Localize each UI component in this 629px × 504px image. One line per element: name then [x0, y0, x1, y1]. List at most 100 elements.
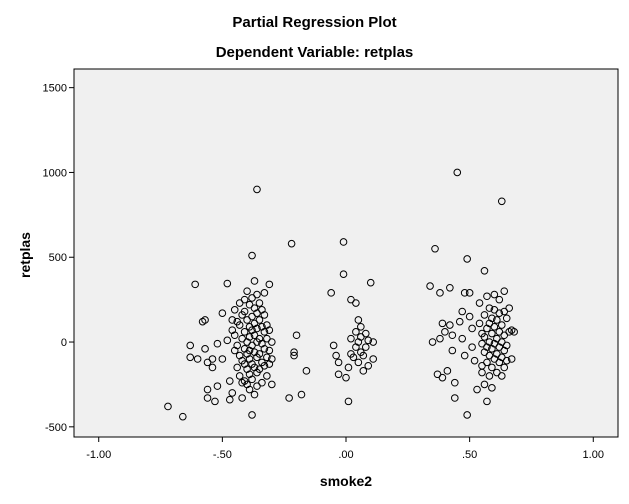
data-point [208, 363, 217, 372]
data-point [436, 289, 444, 297]
data-point [179, 412, 187, 421]
data-point [342, 373, 350, 382]
data-point [488, 363, 496, 372]
data-point [488, 384, 496, 392]
y-axis-label: retplas [17, 232, 33, 278]
data-point [475, 299, 484, 307]
data-point [465, 289, 474, 297]
data-point [268, 338, 276, 346]
data-point [218, 309, 227, 318]
plot-area [73, 68, 619, 438]
data-point [186, 353, 195, 362]
data-point [327, 289, 335, 297]
data-point [213, 382, 222, 390]
data-point [223, 279, 232, 288]
data-point [248, 411, 256, 419]
data-point [361, 343, 370, 351]
y-tick-label: 1500 [43, 83, 67, 95]
y-axis: -500 0 500 1000 1500 [43, 83, 74, 434]
data-point [485, 338, 494, 346]
data-point [250, 390, 259, 399]
data-point [268, 380, 276, 389]
data-point [359, 351, 368, 360]
data-point [438, 373, 447, 382]
x-tick-label: -.50 [213, 449, 232, 461]
x-tick-label: -1.00 [86, 449, 111, 461]
y-tick-label: 1000 [43, 167, 67, 179]
data-point [443, 367, 452, 375]
data-point [243, 287, 251, 295]
data-point [446, 321, 454, 329]
data-point [240, 307, 249, 316]
data-point [260, 361, 269, 370]
data-point [500, 363, 509, 372]
data-point [201, 316, 209, 324]
data-point [329, 341, 338, 350]
data-point [255, 316, 264, 324]
data-point [507, 355, 516, 363]
data-point [248, 375, 256, 384]
data-point [460, 351, 469, 360]
data-point [451, 394, 459, 402]
data-point [497, 197, 506, 206]
data-point [164, 402, 172, 411]
data-point [458, 307, 467, 316]
data-point [364, 336, 373, 345]
x-tick-label: .00 [338, 449, 353, 461]
data-point [285, 394, 293, 402]
data-point [240, 295, 249, 304]
data-point [339, 270, 348, 278]
data-point [334, 370, 343, 379]
data-point [253, 324, 261, 333]
data-points [164, 168, 518, 421]
data-point [483, 292, 491, 301]
data-point [354, 358, 363, 367]
data-point [302, 367, 311, 375]
data-point [366, 278, 375, 287]
data-point [463, 411, 471, 419]
data-point [480, 333, 489, 341]
data-point [332, 351, 340, 360]
data-point [255, 350, 264, 358]
data-point [354, 316, 363, 324]
data-point [359, 367, 368, 375]
data-point [490, 290, 499, 299]
data-point [290, 351, 298, 360]
data-point [510, 328, 518, 336]
data-point [495, 309, 504, 318]
data-point [211, 397, 219, 406]
data-point [233, 363, 241, 372]
data-point [361, 329, 370, 338]
data-point [428, 338, 437, 346]
data-point [451, 378, 459, 387]
data-point [431, 244, 439, 253]
data-point [458, 334, 467, 343]
data-point [485, 372, 494, 380]
data-point [186, 341, 195, 350]
data-point [468, 324, 476, 333]
data-point [485, 304, 494, 312]
data-point [480, 311, 489, 319]
data-point [463, 255, 471, 263]
data-point [203, 394, 212, 402]
data-point [446, 283, 454, 292]
x-tick-label: .50 [462, 449, 477, 461]
data-point [238, 394, 246, 402]
data-point [465, 312, 474, 321]
data-point [263, 353, 271, 362]
data-point [364, 361, 373, 370]
data-point [455, 317, 464, 326]
data-point [352, 299, 360, 307]
data-point [253, 185, 261, 194]
data-point [225, 395, 234, 404]
data-point [233, 341, 241, 350]
data-point [438, 319, 447, 328]
data-point [245, 385, 254, 394]
chart-title: Partial Regression Plot [232, 14, 397, 31]
data-point [255, 299, 264, 307]
x-tick-label: 1.00 [583, 449, 604, 461]
data-point [502, 356, 511, 365]
y-tick-label: 0 [61, 337, 67, 349]
data-point [495, 295, 504, 304]
